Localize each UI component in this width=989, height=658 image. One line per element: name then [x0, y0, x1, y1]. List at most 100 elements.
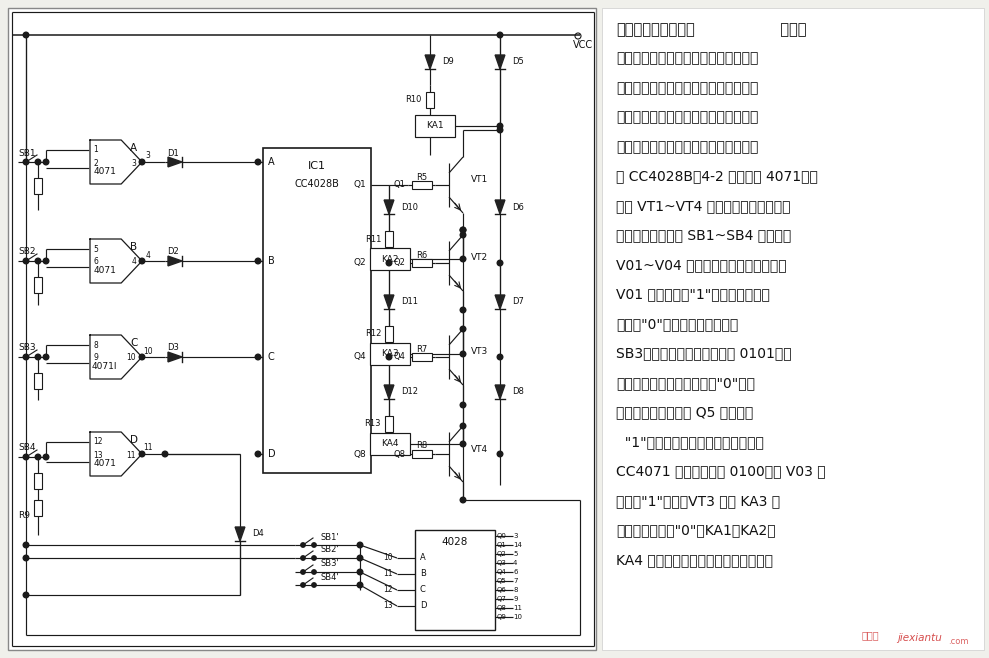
Circle shape	[497, 123, 502, 129]
Bar	[34, 500, 42, 516]
Circle shape	[460, 442, 466, 447]
Circle shape	[36, 159, 41, 164]
Circle shape	[460, 232, 466, 238]
Text: SB1: SB1	[18, 149, 36, 157]
Bar	[34, 277, 42, 293]
Text: 5: 5	[513, 551, 517, 557]
Polygon shape	[384, 385, 394, 399]
Text: Q5: Q5	[497, 578, 506, 584]
Text: KA2: KA2	[381, 255, 399, 263]
Circle shape	[255, 159, 261, 164]
Bar	[411, 353, 431, 361]
Text: Q9: Q9	[497, 614, 507, 620]
Text: .com: .com	[947, 638, 968, 647]
Text: 4071: 4071	[93, 167, 116, 176]
Text: D6: D6	[512, 203, 524, 211]
Circle shape	[497, 32, 502, 38]
Text: KA3: KA3	[381, 349, 399, 359]
Text: A: A	[268, 157, 275, 167]
Text: Q1: Q1	[353, 180, 366, 190]
Circle shape	[312, 570, 316, 574]
Circle shape	[312, 543, 316, 547]
Circle shape	[44, 454, 48, 460]
Text: 低电平"0"状态。如果接着按下: 低电平"0"状态。如果接着按下	[616, 317, 738, 331]
Text: 11: 11	[127, 451, 136, 459]
Text: D1: D1	[167, 149, 179, 157]
Text: 要求在任何时刻只允许一种状态工作，: 要求在任何时刻只允许一种状态工作，	[616, 51, 759, 66]
Text: 3: 3	[145, 151, 150, 161]
Polygon shape	[495, 385, 505, 399]
Circle shape	[357, 555, 363, 561]
Text: 由工作转为停止。该电路由卜进制译码: 由工作转为停止。该电路由卜进制译码	[616, 140, 759, 154]
Text: D: D	[268, 449, 276, 459]
Text: 6: 6	[93, 257, 98, 266]
Text: D: D	[130, 435, 138, 445]
Polygon shape	[90, 335, 142, 379]
Text: 2: 2	[93, 159, 98, 168]
Text: Q2: Q2	[497, 551, 506, 557]
Circle shape	[36, 354, 41, 360]
Text: （而未使用的输出端 Q5 为高电平: （而未使用的输出端 Q5 为高电平	[616, 405, 754, 420]
Text: D9: D9	[442, 57, 454, 66]
Polygon shape	[495, 200, 505, 214]
Circle shape	[23, 592, 29, 598]
Circle shape	[301, 543, 306, 547]
Text: 1: 1	[93, 145, 98, 155]
Circle shape	[36, 454, 41, 460]
Text: "1"），经过各输出端的反馈到或门: "1"），经过各输出端的反馈到或门	[616, 435, 764, 449]
Circle shape	[386, 260, 392, 266]
Text: 而排斥其他状态，且要求任一状态工作: 而排斥其他状态，且要求任一状态工作	[616, 81, 759, 95]
Text: R9: R9	[18, 511, 30, 520]
Text: D11: D11	[401, 297, 418, 307]
Text: VCC: VCC	[573, 40, 593, 50]
Text: CC4028B: CC4028B	[295, 179, 339, 189]
Text: Q2: Q2	[393, 259, 405, 268]
Text: 10: 10	[143, 347, 153, 355]
Polygon shape	[384, 295, 394, 309]
Bar	[370, 248, 410, 270]
Polygon shape	[495, 55, 505, 69]
Circle shape	[312, 556, 316, 560]
Circle shape	[460, 227, 466, 233]
Text: D3: D3	[167, 343, 179, 353]
Text: 4: 4	[513, 560, 517, 566]
Circle shape	[23, 258, 29, 264]
Text: KA4: KA4	[381, 440, 399, 449]
Text: B: B	[268, 256, 275, 266]
Text: 4071: 4071	[93, 459, 116, 468]
Circle shape	[460, 307, 466, 313]
Text: A: A	[420, 553, 425, 563]
Text: 10: 10	[513, 614, 522, 620]
Circle shape	[460, 423, 466, 429]
Polygon shape	[90, 239, 142, 283]
Bar	[34, 373, 42, 389]
Text: 四状态互锁控制电路: 四状态互锁控制电路	[616, 22, 694, 37]
Text: R10: R10	[405, 95, 422, 105]
Circle shape	[139, 159, 144, 164]
Text: 4: 4	[145, 251, 150, 259]
Bar	[8, 8, 596, 650]
Text: R8: R8	[416, 442, 427, 451]
Text: 13: 13	[384, 601, 393, 611]
Circle shape	[139, 258, 144, 264]
Text: SB1': SB1'	[320, 532, 339, 542]
Text: 8: 8	[93, 340, 98, 349]
Polygon shape	[235, 527, 245, 541]
Text: 本电路: 本电路	[771, 22, 806, 37]
Text: 12: 12	[384, 586, 393, 594]
Text: 5: 5	[93, 245, 98, 253]
Text: Q1: Q1	[393, 180, 405, 190]
Circle shape	[301, 583, 306, 587]
Text: 9: 9	[513, 596, 517, 602]
Circle shape	[357, 569, 363, 575]
Text: R12: R12	[365, 330, 381, 338]
Text: 14: 14	[513, 542, 522, 548]
Bar	[385, 231, 393, 247]
Text: Q8: Q8	[353, 449, 366, 459]
Circle shape	[460, 326, 466, 332]
Bar	[602, 8, 984, 650]
Circle shape	[301, 556, 306, 560]
Text: 10: 10	[384, 553, 393, 563]
Circle shape	[139, 451, 144, 457]
Circle shape	[23, 454, 29, 460]
